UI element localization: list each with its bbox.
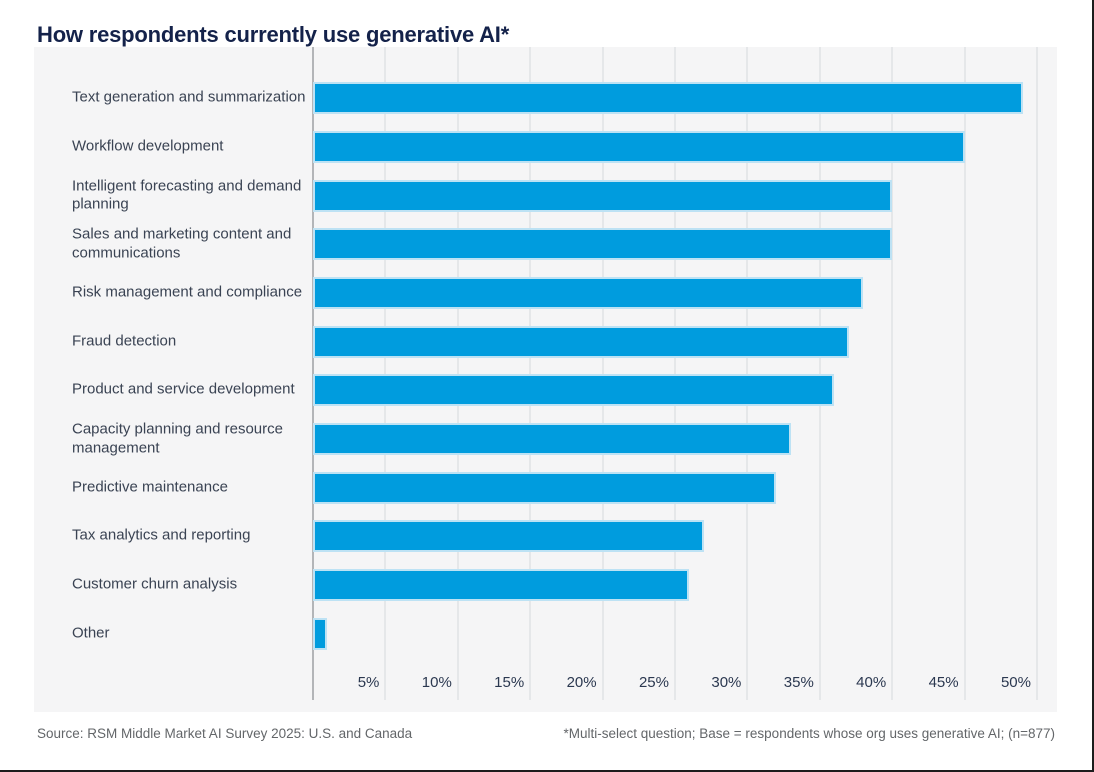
gridline (456, 47, 459, 700)
category-label: Workflow development (72, 137, 224, 155)
bar (313, 569, 690, 602)
chart-row: Intelligent forecasting and demand plann… (34, 171, 1057, 220)
category-label: Risk management and compliance (72, 283, 303, 301)
x-tick-label: 15% (494, 674, 525, 691)
x-tick-label: 45% (928, 674, 959, 691)
footer: Source: RSM Middle Market AI Survey 2025… (37, 726, 1055, 741)
x-tick-label: 40% (856, 674, 887, 691)
chart-row: Customer churn analysis (34, 561, 1057, 610)
chart-row: Fraud detection (34, 317, 1057, 366)
chart-row: Tax analytics and reporting (34, 512, 1057, 561)
bar (313, 277, 864, 310)
gridline (963, 47, 966, 700)
chart-row: Text generation and summarization (34, 74, 1057, 123)
category-label: Product and service development (72, 380, 295, 398)
bar (313, 228, 893, 261)
chart-row: Product and service development (34, 366, 1057, 415)
y-axis-line (312, 47, 314, 700)
gridline (818, 47, 821, 700)
category-label: Sales and marketing content and communic… (72, 225, 292, 262)
category-label: Other (72, 624, 110, 642)
bar (313, 471, 777, 504)
category-label: Text generation and summarization (72, 88, 306, 106)
category-label: Predictive maintenance (72, 478, 228, 496)
chart-panel: Text generation and summarization Workfl… (34, 47, 1057, 712)
gridline (384, 47, 387, 700)
gridline (529, 47, 532, 700)
bar (313, 617, 328, 650)
category-label: Intelligent forecasting and demand plann… (72, 176, 302, 213)
source-text: Source: RSM Middle Market AI Survey 2025… (37, 726, 413, 741)
bar-rows: Text generation and summarization Workfl… (34, 74, 1057, 658)
gridline (746, 47, 749, 700)
x-tick-label: 50% (1000, 674, 1031, 691)
x-tick-label: 25% (638, 674, 669, 691)
footnote-text: *Multi-select question; Base = responden… (563, 726, 1055, 741)
bar (313, 179, 893, 212)
chart-row: Workflow development (34, 123, 1057, 172)
x-tick-label: 20% (566, 674, 597, 691)
category-label: Customer churn analysis (72, 575, 238, 593)
chart-row: Risk management and compliance (34, 269, 1057, 318)
gridline (891, 47, 894, 700)
bar (313, 131, 965, 163)
page-title: How respondents currently use generative… (37, 21, 510, 47)
category-label: Tax analytics and reporting (72, 527, 251, 544)
category-label: Capacity planning and resource managemen… (72, 420, 283, 457)
chart-row: Sales and marketing content and communic… (34, 220, 1057, 269)
gridline (1036, 47, 1038, 700)
bar (313, 325, 849, 358)
chart-row: Other (34, 609, 1057, 658)
x-tick-label: 5% (357, 674, 380, 691)
chart-row: Capacity planning and resource managemen… (34, 415, 1057, 464)
chart-row: Predictive maintenance (34, 463, 1057, 512)
x-tick-label: 10% (421, 674, 452, 691)
category-label: Fraud detection (72, 332, 177, 350)
gridline (674, 47, 676, 700)
bar (313, 82, 1023, 115)
x-tick-label: 35% (783, 674, 814, 691)
gridline (601, 47, 604, 700)
bar (313, 520, 704, 553)
bar (313, 374, 835, 407)
bar (313, 423, 791, 456)
x-tick-label: 30% (711, 674, 742, 691)
